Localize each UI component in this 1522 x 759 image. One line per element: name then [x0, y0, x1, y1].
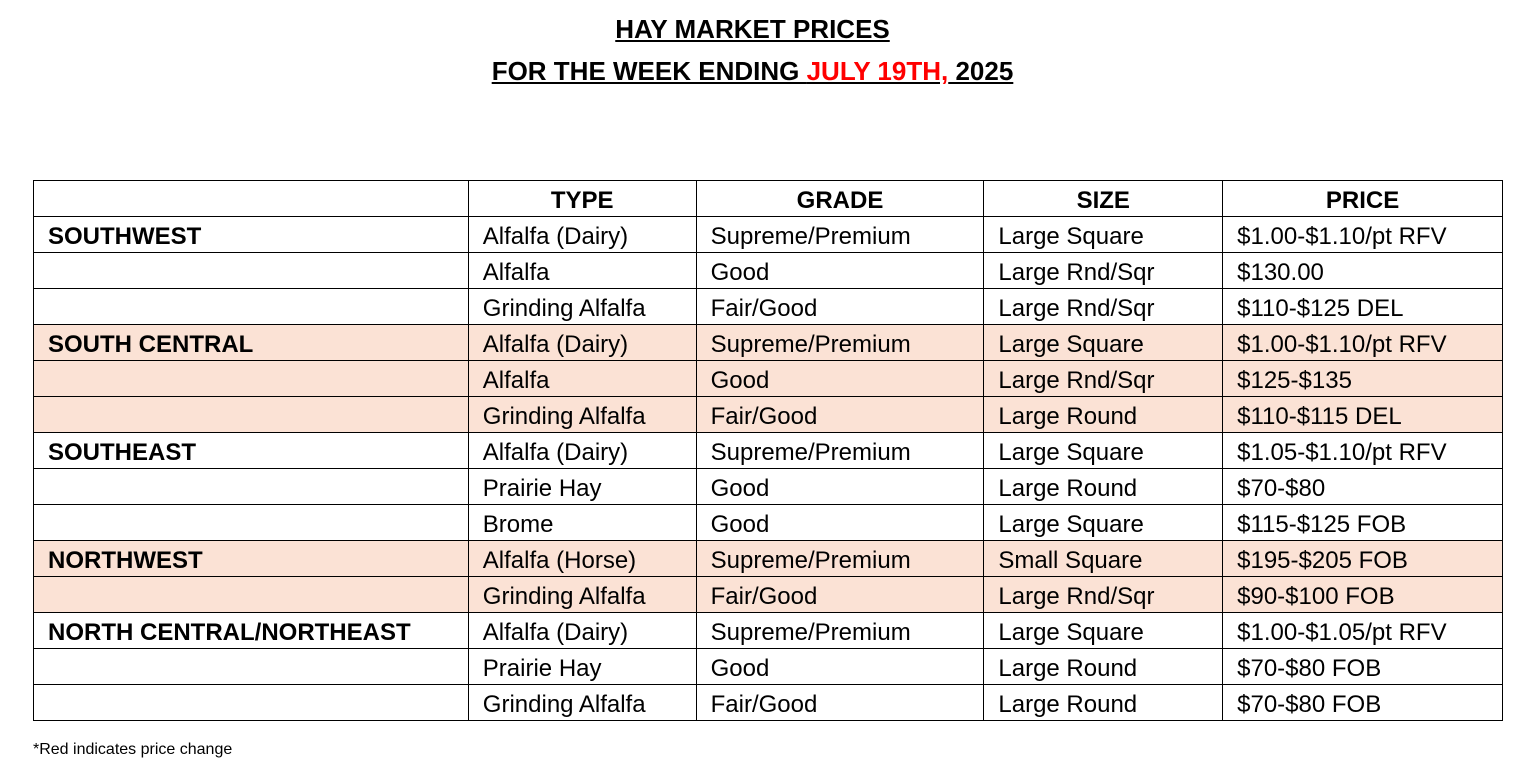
table-row: Alfalfa Good Large Rnd/Sqr $125-$135	[33, 360, 1503, 397]
cell-size: Small Square	[983, 540, 1224, 577]
cell-size: Large Rnd/Sqr	[983, 288, 1224, 325]
cell-size: Large Square	[983, 612, 1224, 649]
cell-grade: Supreme/Premium	[695, 216, 985, 253]
cell-type: Alfalfa (Horse)	[467, 540, 697, 577]
cell-grade: Supreme/Premium	[695, 612, 985, 649]
cell-type: Alfalfa (Dairy)	[467, 612, 697, 649]
cell-type: Grinding Alfalfa	[467, 288, 697, 325]
cell-size: Large Round	[983, 468, 1224, 505]
table-row: SOUTHEAST Alfalfa (Dairy) Supreme/Premium L…	[33, 432, 1503, 469]
cell-price: $1.00-$1.10/pt RFV	[1222, 324, 1503, 361]
page-subtitle: FOR THE WEEK ENDING JULY 19TH, 2025	[0, 56, 1505, 87]
cell-price: $1.05-$1.10/pt RFV	[1222, 432, 1503, 469]
table-row: Grinding Alfalfa Fair/Good Large Round $110…	[33, 396, 1503, 433]
column-header-grade: GRADE	[695, 180, 985, 217]
cell-type: Alfalfa	[467, 252, 697, 289]
cell-type: Prairie Hay	[467, 648, 697, 685]
cell-grade: Good	[695, 504, 985, 541]
cell-region: SOUTH CENTRAL	[33, 324, 469, 361]
table-row: Grinding Alfalfa Fair/Good Large Rnd/Sqr $9…	[33, 576, 1503, 613]
cell-price: $125-$135	[1222, 360, 1503, 397]
cell-region: SOUTHWEST	[33, 216, 469, 253]
cell-type: Alfalfa (Dairy)	[467, 216, 697, 253]
table-row: Grinding Alfalfa Fair/Good Large Round $70-…	[33, 684, 1503, 721]
cell-type: Grinding Alfalfa	[467, 396, 697, 433]
cell-type: Alfalfa (Dairy)	[467, 324, 697, 361]
table-row: Prairie Hay Good Large Round $70-$80	[33, 468, 1503, 505]
cell-grade: Supreme/Premium	[695, 432, 985, 469]
cell-price: $195-$205 FOB	[1222, 540, 1503, 577]
cell-type: Grinding Alfalfa	[467, 684, 697, 721]
cell-grade: Good	[695, 252, 985, 289]
table-row: SOUTHWEST Alfalfa (Dairy) Supreme/Premium L…	[33, 216, 1503, 253]
cell-region	[33, 648, 469, 685]
cell-size: Large Square	[983, 504, 1224, 541]
subtitle-year: 2025	[948, 56, 1014, 86]
cell-grade: Fair/Good	[695, 684, 985, 721]
cell-price: $70-$80 FOB	[1222, 684, 1503, 721]
cell-grade: Supreme/Premium	[695, 540, 985, 577]
table-header-row: TYPE GRADE SIZE PRICE	[33, 180, 1503, 217]
cell-size: Large Rnd/Sqr	[983, 576, 1224, 613]
cell-region	[33, 252, 469, 289]
cell-size: Large Square	[983, 216, 1224, 253]
table-row: NORTHWEST Alfalfa (Horse) Supreme/Premium S…	[33, 540, 1503, 577]
cell-type: Alfalfa	[467, 360, 697, 397]
column-header-type: TYPE	[467, 180, 697, 217]
table-row: Grinding Alfalfa Fair/Good Large Rnd/Sqr $1…	[33, 288, 1503, 325]
cell-size: Large Round	[983, 684, 1224, 721]
cell-size: Large Square	[983, 432, 1224, 469]
cell-size: Large Round	[983, 396, 1224, 433]
table-row: Alfalfa Good Large Rnd/Sqr $130.00	[33, 252, 1503, 289]
table-row: Prairie Hay Good Large Round $70-$80 FOB	[33, 648, 1503, 685]
cell-region	[33, 684, 469, 721]
cell-region	[33, 468, 469, 505]
subtitle-prefix: FOR THE WEEK ENDING	[491, 56, 807, 86]
cell-grade: Fair/Good	[695, 288, 985, 325]
cell-price: $110-$115 DEL	[1222, 396, 1503, 433]
column-header-size: SIZE	[983, 180, 1224, 217]
cell-region	[33, 360, 469, 397]
column-header-region	[33, 180, 469, 217]
cell-price: $1.00-$1.10/pt RFV	[1222, 216, 1503, 253]
week-ending-date: JULY 19TH,	[806, 56, 949, 86]
hay-prices-table: TYPE GRADE SIZE PRICE SOUTHWEST Alfalfa (…	[33, 180, 1503, 721]
cell-grade: Fair/Good	[695, 576, 985, 613]
cell-region	[33, 504, 469, 541]
table-row: SOUTH CENTRAL Alfalfa (Dairy) Supreme/Prem…	[33, 324, 1503, 361]
cell-price: $115-$125 FOB	[1222, 504, 1503, 541]
cell-price: $70-$80	[1222, 468, 1503, 505]
cell-grade: Supreme/Premium	[695, 324, 985, 361]
cell-price: $1.00-$1.05/pt RFV	[1222, 612, 1503, 649]
cell-grade: Fair/Good	[695, 396, 985, 433]
cell-region	[33, 288, 469, 325]
cell-region: NORTH CENTRAL/NORTHEAST	[33, 612, 469, 649]
table-row: Brome Good Large Square $115-$125 FOB	[33, 504, 1503, 541]
cell-size: Large Round	[983, 648, 1224, 685]
table-row: NORTH CENTRAL/NORTHEAST Alfalfa (Dairy) Su…	[33, 612, 1503, 649]
cell-region: NORTHWEST	[33, 540, 469, 577]
cell-type: Brome	[467, 504, 697, 541]
cell-price: $90-$100 FOB	[1222, 576, 1503, 613]
cell-region: SOUTHEAST	[33, 432, 469, 469]
cell-grade: Good	[695, 648, 985, 685]
cell-region	[33, 576, 469, 613]
cell-type: Alfalfa (Dairy)	[467, 432, 697, 469]
column-header-price: PRICE	[1222, 180, 1503, 217]
cell-price: $70-$80 FOB	[1222, 648, 1503, 685]
cell-size: Large Rnd/Sqr	[983, 252, 1224, 289]
page-title: HAY MARKET PRICES	[615, 14, 890, 44]
cell-size: Large Square	[983, 324, 1224, 361]
cell-region	[33, 396, 469, 433]
cell-grade: Good	[695, 468, 985, 505]
cell-grade: Good	[695, 360, 985, 397]
footnote: *Red indicates price change	[33, 741, 233, 758]
cell-price: $110-$125 DEL	[1222, 288, 1503, 325]
cell-type: Prairie Hay	[467, 468, 697, 505]
cell-type: Grinding Alfalfa	[467, 576, 697, 613]
cell-size: Large Rnd/Sqr	[983, 360, 1224, 397]
cell-price: $130.00	[1222, 252, 1503, 289]
